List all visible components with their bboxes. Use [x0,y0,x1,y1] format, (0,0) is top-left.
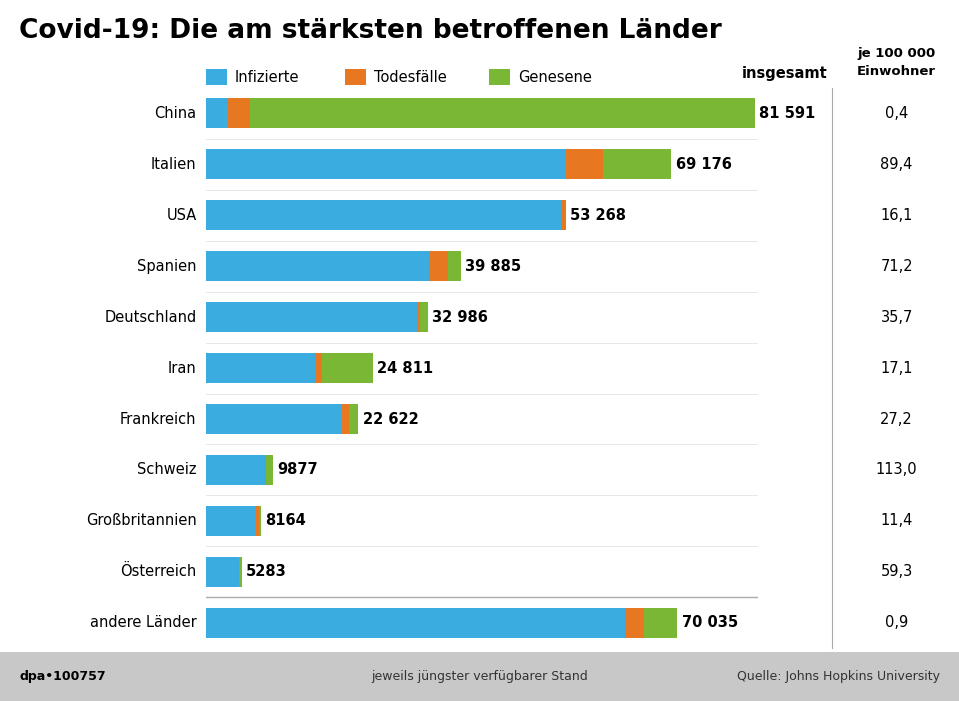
Text: 9877: 9877 [277,463,317,477]
Bar [206,301,418,332]
Text: 113,0: 113,0 [876,463,918,477]
Bar [206,200,561,231]
Bar [206,557,239,587]
Text: 81 591: 81 591 [760,106,815,121]
Bar [643,608,677,638]
Bar [206,98,228,128]
Text: Quelle: Johns Hopkins University: Quelle: Johns Hopkins University [737,670,940,683]
Text: USA: USA [166,207,197,223]
Bar [603,149,671,179]
Bar [626,608,643,638]
Bar [315,353,321,383]
Bar [341,404,349,435]
Bar [420,301,428,332]
Text: Deutschland: Deutschland [105,310,197,325]
Bar [349,404,359,435]
Bar [448,251,461,281]
Text: Österreich: Österreich [120,564,197,580]
Text: 27,2: 27,2 [880,411,913,426]
Bar [561,200,566,231]
Text: Spanien: Spanien [137,259,197,273]
Bar [239,557,242,587]
Text: 5283: 5283 [246,564,287,580]
Text: Iran: Iran [168,360,197,376]
Bar [206,251,429,281]
Text: Frankreich: Frankreich [120,411,197,426]
Text: 17,1: 17,1 [880,360,913,376]
Text: Genesene: Genesene [518,69,592,85]
Bar [567,149,603,179]
Text: 32 986: 32 986 [433,310,488,325]
Bar [250,98,755,128]
Text: China: China [154,106,197,121]
Text: 0,4: 0,4 [885,106,908,121]
Bar [259,505,261,536]
Text: 71,2: 71,2 [880,259,913,273]
Text: 16,1: 16,1 [880,207,913,223]
Text: Großbritannien: Großbritannien [86,513,197,529]
Bar [206,505,256,536]
Text: 39 885: 39 885 [465,259,522,273]
Text: 53 268: 53 268 [571,207,626,223]
Text: Schweiz: Schweiz [137,463,197,477]
Text: 69 176: 69 176 [676,156,732,172]
Text: 70 035: 70 035 [682,615,737,630]
Bar [206,404,341,435]
Text: je 100 000: je 100 000 [857,48,936,60]
Text: 11,4: 11,4 [880,513,913,529]
Text: jeweils jüngster verfügbarer Stand: jeweils jüngster verfügbarer Stand [371,670,588,683]
Text: insgesamt: insgesamt [742,66,828,81]
Bar [266,455,272,485]
Text: Covid-19: Die am stärksten betroffenen Länder: Covid-19: Die am stärksten betroffenen L… [19,18,722,43]
Bar [206,149,567,179]
Bar [429,251,448,281]
Bar [228,98,250,128]
Bar [321,353,373,383]
Bar [206,455,266,485]
Text: 89,4: 89,4 [880,156,913,172]
Text: 22 622: 22 622 [363,411,418,426]
Text: Infizierte: Infizierte [235,69,299,85]
Bar [418,301,420,332]
Bar [256,505,259,536]
Text: andere Länder: andere Länder [90,615,197,630]
Text: 0,9: 0,9 [885,615,908,630]
Text: 59,3: 59,3 [880,564,913,580]
Text: Einwohner: Einwohner [857,65,936,78]
Bar [206,608,626,638]
Text: 35,7: 35,7 [880,310,913,325]
Bar [206,353,315,383]
Text: Italien: Italien [151,156,197,172]
Text: 24 811: 24 811 [378,360,433,376]
Text: Todesfälle: Todesfälle [374,69,447,85]
Text: dpa•100757: dpa•100757 [19,670,105,683]
Text: 8164: 8164 [266,513,306,529]
